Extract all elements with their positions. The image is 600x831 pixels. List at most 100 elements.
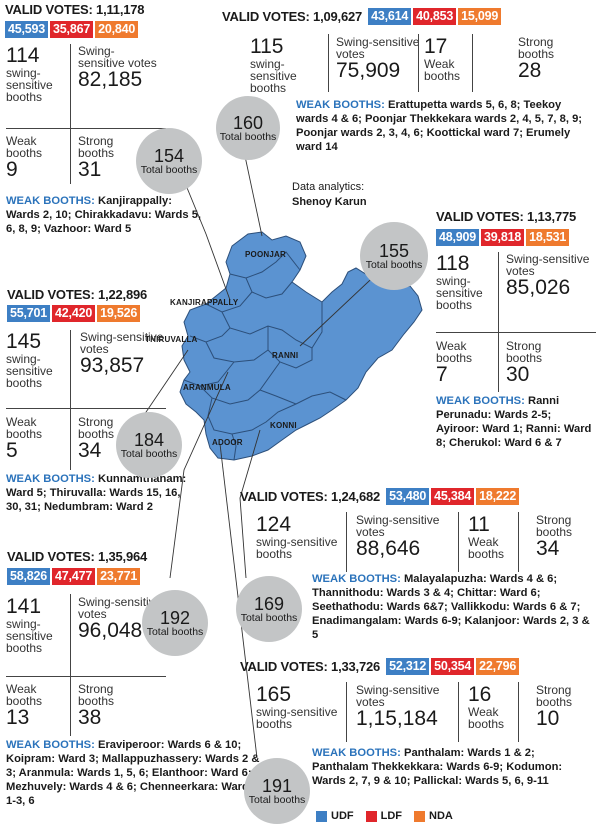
weak-booths-heading: WEAK BOOTHS: xyxy=(436,395,525,407)
swing-votes-label: Swing-sensitive votes xyxy=(506,252,590,278)
legend-label-nda: NDA xyxy=(429,810,453,822)
strong-booths-count: 31 xyxy=(78,158,102,181)
swing-booths-label: swing-sensitive booths xyxy=(256,705,338,731)
weak-booths-heading: WEAK BOOTHS: xyxy=(312,573,401,585)
total-booths-label: Total booths xyxy=(365,258,423,271)
weak-booths-count: 17 xyxy=(424,35,448,58)
constituency-boundaries xyxy=(183,251,347,461)
total-booths-label: Total booths xyxy=(140,163,198,176)
swing-booths-count: 114 xyxy=(6,44,40,67)
weak-booths-list: WEAK BOOTHS: Ranni Perunadu: Wards 2-5; … xyxy=(436,394,596,450)
nda-votes: 19,526 xyxy=(97,305,141,322)
total-booths-bubble-191: 191 Total booths xyxy=(244,758,310,824)
weak-booths-label: Weak booths xyxy=(424,57,461,83)
strong-booths-count: 10 xyxy=(536,707,560,730)
total-booths-label: Total booths xyxy=(146,625,204,638)
swing-booths-count: 165 xyxy=(256,683,292,706)
strong-booths-label: Strong booths xyxy=(536,683,573,709)
legend-item-nda: NDA xyxy=(414,810,453,822)
total-booths-bubble-160: 160 Total booths xyxy=(216,96,280,160)
weak-booths-label: Weak booths xyxy=(6,134,43,160)
swing-booths-label: swing-sensitive booths xyxy=(6,352,53,390)
weak-booths-label: Weak booths xyxy=(436,339,473,365)
ldf-votes: 50,354 xyxy=(431,658,475,675)
strong-booths-count: 28 xyxy=(518,59,542,82)
total-booths-count: 184 xyxy=(133,429,165,450)
credit-line-2: Shenoy Karun xyxy=(292,196,367,208)
total-booths-label: Total booths xyxy=(248,793,306,806)
swing-votes-label: Swing-sensitive votes xyxy=(336,35,420,61)
weak-booths-text: Kanjirappally: Wards 2, 10; Chirakkadavu… xyxy=(6,195,202,235)
swing-votes-count: 82,185 xyxy=(78,68,143,91)
weak-booths-list: WEAK BOOTHS: Kanjirappally: Wards 2, 10;… xyxy=(6,194,206,236)
region-label-konni: KONNI xyxy=(270,421,297,430)
swing-booths-label: swing-sensitive booths xyxy=(6,66,53,104)
legend: UDF LDF NDA xyxy=(316,810,465,822)
total-booths-count: 154 xyxy=(153,145,185,166)
weak-booths-text: Panthalam: Wards 1 & 2; Panthalam Thekke… xyxy=(312,747,563,787)
swing-booths-count: 115 xyxy=(250,35,284,58)
total-booths-bubble-192: 192 Total booths xyxy=(142,590,208,656)
legend-label-ldf: LDF xyxy=(380,810,402,822)
swing-votes-label: Swing-sensitive votes xyxy=(80,330,164,356)
total-booths-label: Total booths xyxy=(120,447,178,460)
swing-votes-count: 96,048 xyxy=(78,619,143,642)
swing-votes-label: Swing-sensitive votes xyxy=(78,44,157,70)
data-credit: Data analytics: Shenoy Karun xyxy=(292,180,367,210)
swing-votes-count: 93,857 xyxy=(80,354,145,377)
swing-votes-label: Swing-sensitive votes xyxy=(356,683,440,709)
udf-votes: 43,614 xyxy=(368,8,412,25)
ldf-votes: 47,477 xyxy=(52,568,96,585)
weak-booths-text: Ranni Perunadu: Wards 2-5; Ayiroor: Ward… xyxy=(436,395,592,449)
strong-booths-label: Strong booths xyxy=(78,415,115,441)
swing-booths-count: 124 xyxy=(256,513,292,536)
legend-swatch-ldf xyxy=(365,810,377,822)
ldf-votes: 40,853 xyxy=(413,8,457,25)
map-landmass xyxy=(179,231,423,461)
valid-votes: VALID VOTES: 1,09,627 xyxy=(222,9,363,24)
nda-votes: 15,099 xyxy=(458,8,502,25)
weak-booths-count: 9 xyxy=(6,158,18,181)
ldf-votes: 35,867 xyxy=(50,21,94,38)
weak-booths-text: Erattupetta wards 5, 6, 8; Teekoy wards … xyxy=(296,99,583,153)
total-booths-bubble-154: 154 Total booths xyxy=(136,128,202,194)
weak-booths-label: Weak booths xyxy=(6,682,43,708)
swing-booths-count: 141 xyxy=(6,595,42,618)
valid-votes: VALID VOTES: 1,11,178 xyxy=(5,2,145,17)
legend-swatch-nda xyxy=(414,810,425,822)
total-booths-count: 155 xyxy=(378,240,410,261)
weak-booths-count: 13 xyxy=(6,706,30,729)
region-label-poonjar: POONJAR xyxy=(245,250,286,259)
weak-booths-list: WEAK BOOTHS: Panthalam: Wards 1 & 2; Pan… xyxy=(312,746,594,788)
weak-booths-text: Malayalapuzha: Wards 4 & 6; Thannithodu:… xyxy=(312,573,590,641)
constituency-card-aranmula: VALID VOTES: 1,35,964 58,826 47,477 23,771… xyxy=(0,546,270,821)
valid-votes: VALID VOTES: 1,22,896 xyxy=(7,287,148,302)
weak-booths-heading: WEAK BOOTHS: xyxy=(6,739,95,751)
total-booths-bubble-184: 184 Total booths xyxy=(116,412,182,478)
nda-votes: 18,222 xyxy=(476,488,520,505)
credit-line-1: Data analytics: xyxy=(292,181,365,193)
weak-booths-label: Weak booths xyxy=(468,535,505,561)
swing-booths-count: 118 xyxy=(436,252,470,275)
weak-booths-count: 7 xyxy=(436,363,448,386)
strong-booths-count: 38 xyxy=(78,706,102,729)
strong-booths-label: Strong booths xyxy=(536,513,573,539)
udf-votes: 58,826 xyxy=(7,568,51,585)
udf-votes: 48,909 xyxy=(436,229,480,246)
swing-votes-count: 75,909 xyxy=(336,59,401,82)
total-booths-count: 169 xyxy=(253,593,285,614)
swing-votes-label: Swing-sensitive votes xyxy=(356,513,440,539)
strong-booths-label: Strong booths xyxy=(78,134,115,160)
swing-votes-count: 1,15,184 xyxy=(356,707,438,730)
strong-booths-count: 34 xyxy=(536,537,560,560)
region-label-thiruvalla: THIRUVALLA xyxy=(145,335,198,344)
weak-booths-label: Weak booths xyxy=(6,415,43,441)
nda-votes: 23,771 xyxy=(97,568,141,585)
udf-votes: 53,480 xyxy=(386,488,430,505)
legend-swatch-udf xyxy=(316,810,327,822)
total-booths-count: 160 xyxy=(232,112,264,133)
total-booths-count: 192 xyxy=(159,607,191,628)
total-booths-label: Total booths xyxy=(219,130,277,143)
swing-votes-label: Swing-sensitive votes xyxy=(78,595,162,621)
